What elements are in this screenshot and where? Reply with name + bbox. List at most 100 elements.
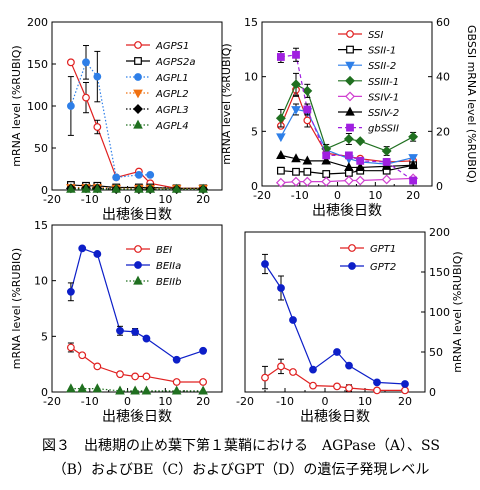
- y-tick-label: 0: [41, 184, 48, 197]
- legend: GPT1 GPT2: [340, 244, 396, 273]
- series-line: [70, 61, 151, 179]
- x-tick-label: 10: [158, 193, 172, 206]
- y-axis-label: mRNA level (%RUBIQ): [451, 251, 464, 372]
- legend-label: SSII-1: [368, 46, 396, 57]
- data-point: [291, 106, 301, 115]
- data-point: [172, 378, 181, 386]
- data-point: [145, 183, 156, 193]
- y-tick-label: 200: [429, 226, 450, 239]
- legend-marker: [133, 119, 143, 129]
- data-point: [302, 155, 313, 165]
- data-point: [344, 151, 353, 160]
- y-tick-label: 200: [27, 16, 48, 29]
- x-tick-label: -10: [291, 189, 309, 202]
- data-point: [112, 173, 121, 182]
- x-axis-label: 出穂後日数: [312, 203, 382, 219]
- data-point: [66, 383, 76, 393]
- legend-label: SSIV-1: [368, 92, 399, 103]
- data-point: [303, 167, 312, 176]
- data-point: [302, 85, 313, 96]
- legend-label: AGPL4: [155, 121, 189, 132]
- x-tick-label: -10: [81, 193, 99, 206]
- x-tick-label: -10: [81, 395, 99, 408]
- legend-label: gbSSII: [368, 124, 399, 135]
- data-point: [261, 260, 269, 268]
- x-axis-label: 出穂後日数: [102, 207, 172, 223]
- data-point: [333, 382, 341, 391]
- data-point: [381, 146, 392, 156]
- legend-marker: [134, 73, 142, 81]
- data-point: [172, 355, 181, 364]
- plot-frame: [244, 231, 426, 393]
- y-axis-label: mRNA level (%RUBIQ): [10, 45, 23, 166]
- data-point: [93, 72, 102, 81]
- y-right-tick-label: 20: [436, 125, 450, 138]
- series-GPT2: [261, 253, 409, 388]
- data-point: [198, 385, 208, 395]
- data-point: [116, 370, 124, 379]
- legend-marker: [345, 91, 355, 102]
- data-point: [289, 368, 297, 376]
- legend-marker: [134, 41, 142, 49]
- y-axis-label: mRNA level (%RUBIQ): [220, 43, 233, 164]
- data-point: [276, 53, 285, 61]
- data-point: [134, 170, 143, 179]
- data-point: [373, 378, 381, 387]
- data-point: [309, 365, 317, 374]
- series-GPT1: [261, 358, 409, 395]
- data-point: [322, 170, 331, 178]
- data-point: [321, 176, 332, 187]
- y-right-tick-label: 60: [436, 16, 450, 29]
- data-point: [93, 362, 102, 371]
- data-point: [356, 156, 365, 165]
- legend-marker: [345, 106, 355, 116]
- legend-marker: [348, 262, 356, 270]
- data-point: [401, 386, 409, 395]
- legend-label: GPT2: [370, 262, 396, 273]
- x-tick-label: 0: [334, 189, 341, 202]
- data-point: [321, 155, 332, 165]
- legend-marker: [345, 75, 355, 86]
- data-point: [291, 79, 301, 90]
- legend-marker: [133, 89, 143, 99]
- series-AGPL1: [66, 45, 155, 182]
- series-line: [70, 186, 204, 189]
- series-line: [264, 263, 406, 385]
- data-point: [142, 334, 151, 343]
- data-point: [78, 244, 87, 253]
- x-tick-label: -10: [276, 395, 294, 408]
- data-point: [82, 58, 90, 67]
- x-tick-label: 0: [322, 395, 329, 408]
- x-tick-label: -20: [253, 189, 271, 202]
- x-tick-label: 20: [196, 395, 210, 408]
- data-point: [343, 134, 354, 144]
- caption-line-2: （B）およびBE（C）およびGPT（D）の遺伝子発現レベル: [52, 462, 430, 478]
- data-point: [275, 113, 286, 124]
- legend-marker: [346, 30, 354, 38]
- series-BEIIa: [66, 244, 208, 364]
- y-tick-label: 0: [41, 386, 48, 399]
- legend-marker: [134, 57, 142, 65]
- legend-marker: [134, 261, 142, 269]
- data-point: [276, 150, 286, 159]
- series-line: [70, 388, 204, 392]
- data-point: [66, 183, 76, 193]
- y-tick-label: 5: [251, 125, 258, 138]
- y-tick-label: 0: [251, 180, 258, 193]
- data-point: [66, 287, 75, 296]
- data-point: [333, 348, 341, 356]
- data-point: [408, 131, 419, 142]
- y-right-tick-label: 0: [436, 180, 443, 193]
- legend-marker: [134, 245, 142, 253]
- y-tick-label: 5: [41, 330, 48, 343]
- legend-marker: [346, 123, 354, 132]
- series-BEI: [66, 342, 208, 386]
- x-axis-label: 出穂後日数: [300, 409, 370, 425]
- data-point: [309, 381, 317, 390]
- data-point: [115, 385, 125, 395]
- data-point: [343, 175, 354, 186]
- data-point: [141, 385, 152, 395]
- data-point: [116, 326, 124, 335]
- x-tick-label: 10: [368, 189, 382, 202]
